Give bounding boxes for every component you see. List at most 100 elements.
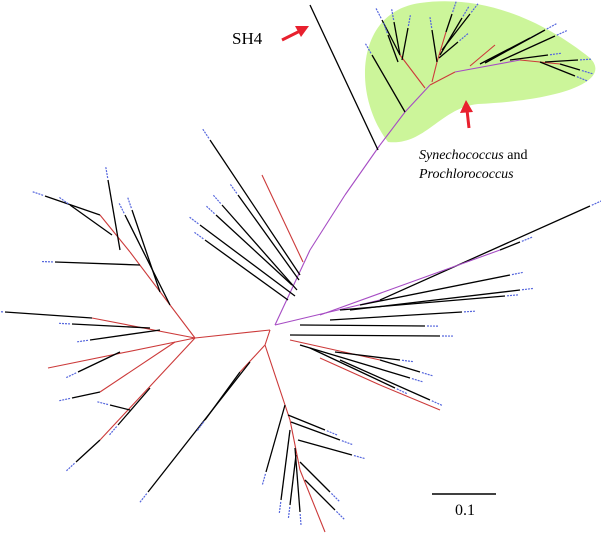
leaf-branch — [4, 311, 93, 319]
leaf-label-mark — [96, 401, 109, 406]
internal-branch — [319, 357, 381, 386]
leaf-branch — [441, 13, 471, 51]
leaf-label-mark — [188, 216, 199, 225]
leaf-branch — [89, 329, 161, 341]
leaf-label-mark — [579, 58, 593, 61]
internal-branch — [99, 337, 196, 441]
leaf-branch — [334, 351, 401, 361]
leaf-label-mark — [105, 166, 109, 179]
leaf-branch — [431, 29, 438, 63]
leaf-label-mark — [382, 21, 388, 34]
leaf-branch — [359, 274, 511, 306]
leaf-branch — [304, 479, 336, 511]
leaf-branch — [299, 324, 426, 327]
clade-and: and — [507, 148, 528, 163]
clade-arrowhead-icon — [460, 100, 473, 113]
leaf-branch — [289, 334, 441, 337]
leaf-label-mark — [556, 29, 568, 36]
leaf-label-mark — [341, 440, 354, 446]
leaf-branch — [349, 289, 521, 311]
leaf-label-mark — [411, 378, 424, 383]
leaf-branch — [44, 195, 101, 216]
internal-branch — [319, 249, 501, 316]
leaf-branch — [309, 347, 396, 389]
internal-branch — [264, 329, 271, 346]
leaf-branch — [438, 41, 459, 59]
leaf-label-mark — [407, 14, 412, 27]
leaf-label-mark — [299, 513, 302, 527]
leaf-label-mark — [31, 190, 44, 196]
leaf-label-mark — [462, 5, 470, 17]
internal-branch — [289, 419, 301, 471]
leaf-label-mark — [0, 311, 4, 313]
internal-branch — [309, 194, 346, 251]
leaf-branch — [109, 404, 131, 411]
sh4-label: SH4 — [232, 29, 263, 48]
sh4-arrowhead-icon — [295, 26, 309, 37]
internal-branch — [274, 249, 311, 326]
leaf-label-mark — [459, 32, 470, 42]
leaf-branch — [299, 344, 411, 379]
leaf-label-mark — [229, 183, 238, 194]
leaf-label-mark — [591, 200, 601, 206]
clade-genus-prochlorococcus: Prochlorococcus — [419, 167, 514, 182]
internal-branch — [404, 84, 431, 113]
leaf-branch — [215, 214, 293, 286]
internal-branch — [431, 61, 438, 83]
leaf-label-mark — [546, 22, 558, 30]
clade-label: Synechococcus and Prochlorococcus — [419, 146, 527, 184]
leaf-label-mark — [364, 42, 372, 54]
leaf-label-mark — [58, 196, 69, 205]
scale-bar-label: 0.1 — [455, 502, 475, 519]
leaf-branch — [539, 61, 576, 77]
internal-branch — [469, 44, 496, 67]
internal-branch — [99, 341, 176, 393]
leaf-label-mark — [278, 501, 282, 514]
leaf-branch — [290, 421, 341, 441]
internal-branch — [436, 31, 447, 63]
leaf-label-mark — [261, 473, 267, 486]
leaf-branch — [204, 239, 289, 301]
leaf-label-mark — [375, 7, 382, 19]
leaf-label-mark — [108, 426, 118, 436]
internal-branch — [454, 59, 521, 73]
leaf-branch — [401, 27, 409, 61]
leaf-label-mark — [326, 430, 339, 436]
leaf-branch — [117, 387, 151, 426]
leaf-label-mark — [549, 52, 562, 56]
leaf-label-mark — [396, 388, 408, 395]
leaf-branch — [299, 461, 331, 493]
leaf-branch — [393, 21, 401, 56]
leaf-label-mark — [521, 236, 534, 242]
leaf-branch — [71, 323, 151, 329]
leaf-label-mark — [452, 0, 457, 13]
leaf-branch — [379, 359, 421, 373]
leaf-branch — [445, 13, 453, 33]
leaf-branch — [237, 194, 300, 281]
leaf-branch — [147, 361, 251, 493]
leaf-branch — [54, 261, 141, 266]
leaf-label-mark — [576, 76, 589, 82]
leaf-label-mark — [521, 287, 534, 291]
clade-arrow-icon — [465, 109, 471, 129]
internal-branch — [129, 251, 196, 339]
leaf-label-mark — [126, 196, 132, 209]
leaf-branch — [509, 54, 549, 61]
internal-branch — [47, 337, 196, 369]
leaf-branch — [544, 59, 579, 63]
leaf-branch — [199, 224, 296, 297]
leaf-branch — [379, 205, 591, 301]
internal-branch — [399, 54, 426, 89]
leaf-label-mark — [429, 16, 433, 29]
leaf-branch — [71, 391, 101, 399]
leaf-label-mark — [330, 492, 341, 503]
cyanobacteria-clade-highlight — [364, 1, 596, 143]
internal-branch — [379, 384, 441, 411]
leaf-label-mark — [401, 359, 414, 363]
leaf-label-mark — [58, 397, 71, 402]
leaf-label-mark — [201, 128, 210, 139]
leaf-branch — [107, 179, 121, 251]
leaf-label-mark — [76, 339, 89, 343]
leaf-label-mark — [470, 2, 480, 13]
